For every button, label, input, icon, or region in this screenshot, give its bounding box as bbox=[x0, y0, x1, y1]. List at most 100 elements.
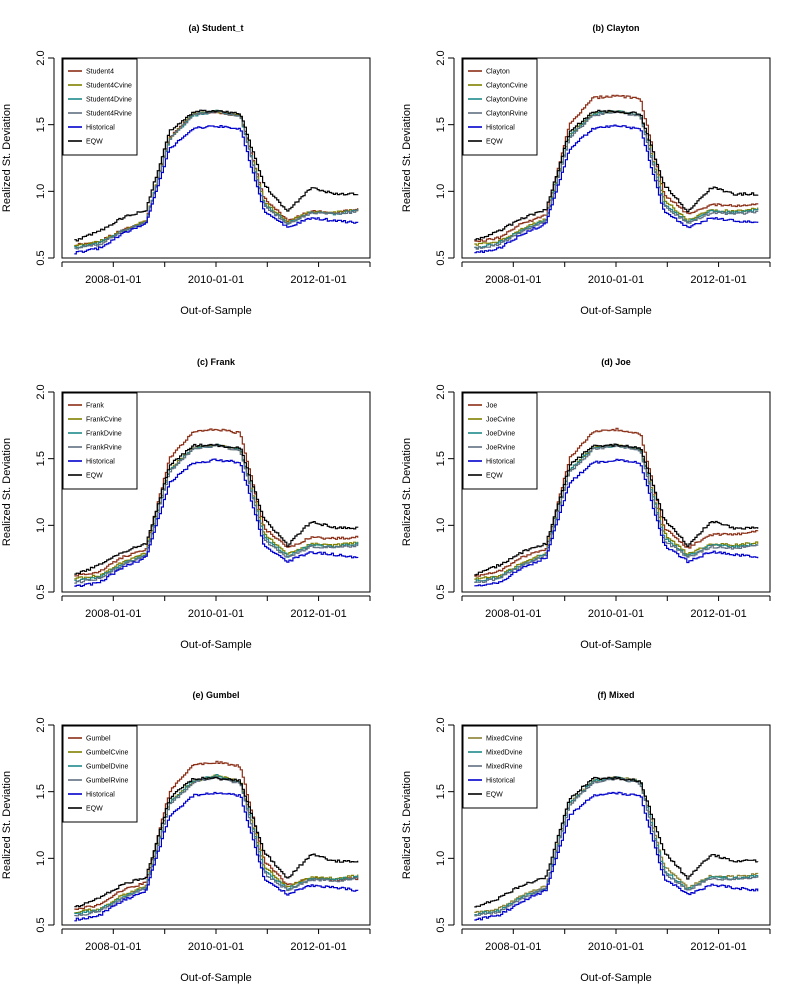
y-tick-label: 2.0 bbox=[435, 50, 447, 65]
y-tick-label: 1.0 bbox=[35, 518, 47, 533]
legend-label: GumbelDvine bbox=[86, 764, 129, 771]
chart-panel-1: (a) Student_t 0.5 1.0 1.5 2.0 Realized St. De… bbox=[1, 23, 371, 317]
legend-label: Clayton bbox=[486, 69, 510, 76]
x-axis-label: Out-of-Sample bbox=[580, 972, 652, 984]
x-tick-label: 2008-01-01 bbox=[485, 941, 541, 953]
plot-frame bbox=[461, 57, 771, 259]
series-line-Historical bbox=[74, 124, 359, 255]
legend-label: EQW bbox=[86, 139, 103, 146]
plot-frame bbox=[461, 391, 771, 593]
y-tick-label: 2.0 bbox=[35, 717, 47, 732]
y-tick-label: 0.5 bbox=[435, 250, 447, 265]
chart-panel-4: (d) Joe 0.5 1.0 1.5 2.0 Realized St. Deviatio… bbox=[401, 357, 771, 651]
legend-label: Student4Cvine bbox=[86, 83, 132, 90]
y-tick-label: 1.5 bbox=[35, 117, 47, 132]
legend-label: Frank bbox=[86, 403, 104, 410]
legend-label: FrankCvine bbox=[86, 417, 122, 424]
legend-label: FrankRvine bbox=[86, 445, 122, 452]
legend-label: JoeCvine bbox=[486, 417, 515, 424]
chart-panel-3: (c) Frank 0.5 1.0 1.5 2.0 Realized St. Deviat… bbox=[1, 357, 371, 651]
series-line-EQW bbox=[74, 776, 359, 908]
y-axis-label: Realized St. Deviation bbox=[401, 438, 413, 546]
x-tick-label: 2012-01-01 bbox=[690, 941, 746, 953]
y-tick-label: 2.0 bbox=[35, 384, 47, 399]
x-tick-label: 2008-01-01 bbox=[85, 608, 141, 620]
chart-title: (a) Student_t bbox=[189, 23, 244, 33]
x-tick-label: 2010-01-01 bbox=[188, 608, 244, 620]
series-line-EQW bbox=[474, 443, 759, 576]
legend-box bbox=[462, 58, 538, 156]
y-axis-label: Realized St. Deviation bbox=[1, 438, 13, 546]
legend-label: EQW bbox=[86, 473, 103, 480]
chart-panel-5: (e) Gumbel 0.5 1.0 1.5 2.0 Realized St. Devia… bbox=[1, 690, 371, 984]
y-tick-label: 0.5 bbox=[35, 584, 47, 599]
legend-label: Historical bbox=[86, 125, 115, 132]
y-axis-label: Realized St. Deviation bbox=[1, 104, 13, 212]
x-tick-label: 2010-01-01 bbox=[588, 274, 644, 286]
x-tick-label: 2010-01-01 bbox=[188, 274, 244, 286]
legend-label: Historical bbox=[86, 792, 115, 799]
chart-panel-6: (f) Mixed 0.5 1.0 1.5 2.0 Realized St. Deviat… bbox=[401, 690, 771, 984]
series-line-Historical bbox=[474, 791, 759, 921]
y-tick-label: 0.5 bbox=[35, 917, 47, 932]
y-tick-label: 2.0 bbox=[35, 50, 47, 65]
y-axis-label: Realized St. Deviation bbox=[1, 771, 13, 879]
x-axis-label: Out-of-Sample bbox=[580, 305, 652, 317]
series-line-Historical bbox=[474, 458, 759, 587]
series-line-EQW bbox=[74, 109, 359, 242]
series-line-EQW bbox=[474, 109, 759, 241]
chart-title: (b) Clayton bbox=[593, 23, 640, 33]
legend-label: GumbelRvine bbox=[86, 778, 129, 785]
x-axis-label: Out-of-Sample bbox=[180, 639, 252, 651]
legend-label: Historical bbox=[486, 459, 515, 466]
y-tick-label: 2.0 bbox=[435, 717, 447, 732]
x-tick-label: 2010-01-01 bbox=[588, 941, 644, 953]
legend-label: ClaytonDvine bbox=[486, 97, 528, 104]
legend-label: EQW bbox=[486, 139, 503, 146]
legend-box bbox=[462, 392, 538, 490]
y-tick-label: 1.0 bbox=[435, 851, 447, 866]
y-tick-label: 1.5 bbox=[435, 784, 447, 799]
legend-label: Historical bbox=[86, 459, 115, 466]
y-axis-label: Realized St. Deviation bbox=[401, 104, 413, 212]
y-tick-label: 1.0 bbox=[435, 184, 447, 199]
y-tick-label: 1.0 bbox=[435, 518, 447, 533]
legend-label: GumbelCvine bbox=[86, 750, 129, 757]
legend-label: Joe bbox=[486, 403, 497, 410]
legend-label: JoeDvine bbox=[486, 431, 515, 438]
series-line-Historical bbox=[74, 458, 359, 588]
x-tick-label: 2012-01-01 bbox=[290, 274, 346, 286]
series-line-Joe bbox=[474, 427, 759, 577]
legend-box bbox=[62, 725, 138, 823]
y-tick-label: 2.0 bbox=[435, 384, 447, 399]
chart-panel-2: (b) Clayton 0.5 1.0 1.5 2.0 Realized St. Devi… bbox=[401, 23, 771, 317]
plot-frame bbox=[61, 57, 371, 259]
legend-label: MixedRvine bbox=[486, 764, 523, 771]
x-tick-label: 2008-01-01 bbox=[85, 941, 141, 953]
series-line-Historical bbox=[474, 124, 759, 254]
series-line-EQW bbox=[474, 776, 759, 908]
y-tick-label: 1.5 bbox=[435, 117, 447, 132]
legend-label: MixedCvine bbox=[486, 736, 523, 743]
legend-label: MixedDvine bbox=[486, 750, 523, 757]
series-line-Clayton bbox=[474, 94, 759, 242]
x-tick-label: 2010-01-01 bbox=[188, 941, 244, 953]
y-tick-label: 1.5 bbox=[35, 784, 47, 799]
x-tick-label: 2012-01-01 bbox=[690, 274, 746, 286]
x-tick-label: 2012-01-01 bbox=[290, 941, 346, 953]
y-tick-label: 1.0 bbox=[35, 184, 47, 199]
legend-label: FrankDvine bbox=[86, 431, 122, 438]
x-axis-label: Out-of-Sample bbox=[180, 972, 252, 984]
y-tick-label: 1.5 bbox=[435, 451, 447, 466]
plot-frame bbox=[61, 391, 371, 593]
x-axis-label: Out-of-Sample bbox=[180, 305, 252, 317]
x-tick-label: 2008-01-01 bbox=[85, 274, 141, 286]
x-tick-label: 2012-01-01 bbox=[290, 608, 346, 620]
series-line-EQW bbox=[74, 443, 359, 575]
legend-label: EQW bbox=[486, 792, 503, 799]
y-axis-label: Realized St. Deviation bbox=[401, 771, 413, 879]
series-line-Frank bbox=[74, 428, 359, 577]
x-tick-label: 2008-01-01 bbox=[485, 274, 541, 286]
y-tick-label: 0.5 bbox=[35, 250, 47, 265]
